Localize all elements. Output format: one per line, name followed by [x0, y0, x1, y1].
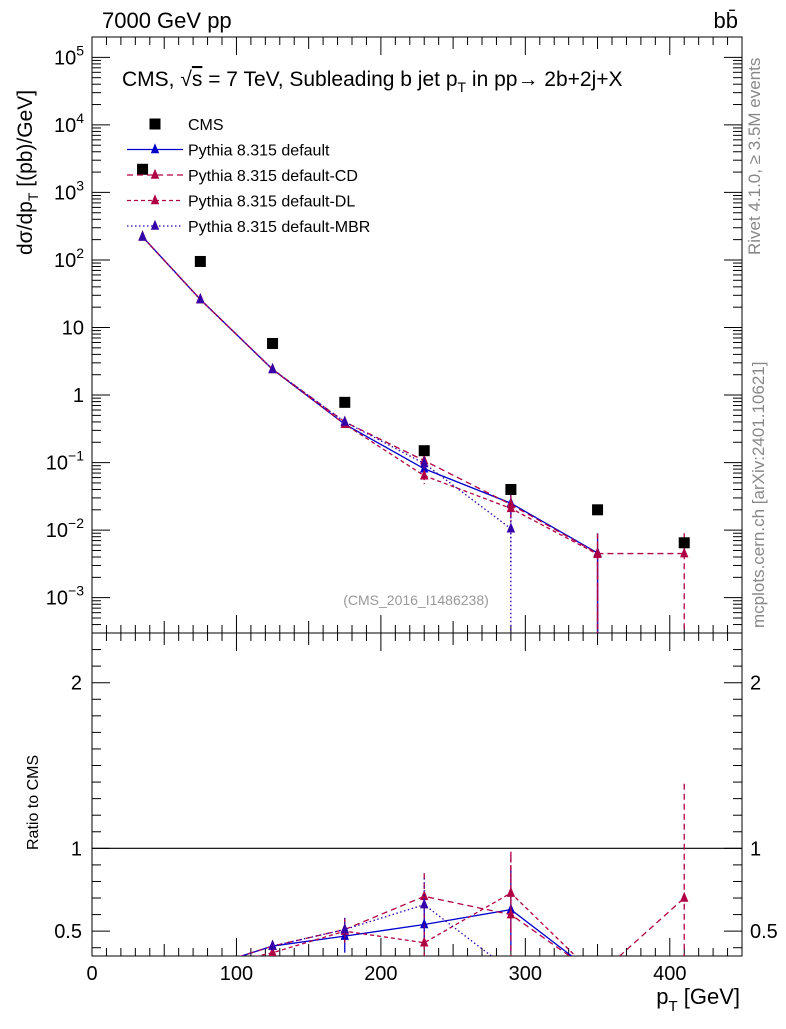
- ratio-panel-frame: [91, 632, 743, 957]
- x-tick-label: 200: [364, 963, 397, 985]
- series-marker-3: [196, 293, 205, 304]
- x-tick-label: 300: [509, 963, 542, 985]
- rivet-label: Rivet 4.1.0, ≥ 3.5M events: [745, 58, 764, 255]
- cms-data-marker: [339, 396, 351, 408]
- cms-data-marker: [137, 163, 149, 175]
- series-marker-3: [340, 415, 349, 426]
- main-y-tick-label: 10: [62, 318, 84, 340]
- ratio-y-tick-label: 2: [71, 673, 82, 695]
- main-y-tick-label: 10−1: [46, 448, 84, 475]
- x-axis-label: pT [GeV]: [656, 984, 740, 1015]
- legend: CMS Pythia 8.315 default Pythia 8.315 defa…: [127, 117, 370, 236]
- cms-data-marker: [592, 504, 604, 516]
- ratio-y-tick-label: 0.5: [54, 921, 82, 943]
- mcplots-label: mcplots.cern.ch [arXiv:2401.10621]: [749, 362, 768, 628]
- main-y-tick-label: 103: [54, 177, 84, 204]
- legend-label-cms: CMS: [188, 117, 224, 134]
- cms-data-marker: [678, 537, 690, 549]
- main-y-tick-label: 102: [54, 245, 84, 272]
- x-tick-label: 400: [653, 963, 686, 985]
- ratio-marker-1: [680, 891, 689, 902]
- main-y-tick-label: 1: [73, 385, 84, 407]
- series-marker-1: [680, 547, 689, 558]
- ratio-marker-2: [506, 886, 516, 897]
- cms-data-marker: [194, 255, 206, 267]
- ratio-line-3: [239, 903, 493, 956]
- ratio-marker-3: [268, 939, 277, 950]
- series-marker-3: [420, 457, 429, 468]
- x-tick-label: 0: [86, 963, 97, 985]
- main-plot-area: [137, 163, 690, 633]
- chart-title: CMS, √s = 7 TeV, Subleading b jet pT in …: [122, 68, 623, 95]
- main-y-tick-label: 105: [54, 42, 84, 69]
- series-marker-3: [506, 522, 516, 533]
- ratio-y-tick-label-right: 0.5: [750, 921, 778, 943]
- ratio-marker-3: [420, 898, 429, 909]
- legend-marker-2: [150, 194, 160, 205]
- main-y-tick-label: 10−2: [46, 515, 84, 542]
- legend-marker-0: [150, 143, 160, 154]
- ratio-marker-1: [506, 908, 516, 919]
- main-y-tick-label: 104: [54, 110, 84, 137]
- legend-label-2: Pythia 8.315 default-DL: [188, 194, 355, 211]
- main-y-axis-label: dσ/dpT [(pb)/GeV]: [14, 90, 41, 255]
- ratio-marker-2: [268, 946, 277, 956]
- series-line-3: [142, 236, 512, 530]
- cms-data-marker: [505, 483, 517, 495]
- series-marker-3: [268, 363, 277, 374]
- series-marker-2: [420, 469, 429, 480]
- ratio-y-tick-label: 1: [71, 838, 82, 860]
- series-line-0: [142, 236, 598, 554]
- legend-label-0: Pythia 8.315 default: [188, 143, 330, 160]
- legend-marker-cms: [149, 118, 161, 130]
- legend-label-3: Pythia 8.315 default-MBR: [188, 219, 370, 236]
- series-marker-2: [593, 547, 602, 559]
- cms-data-marker: [418, 445, 430, 457]
- ratio-line-1: [239, 895, 685, 956]
- ratio-plot-area: [239, 783, 689, 956]
- analysis-watermark: (CMS_2016_I1486238): [343, 592, 489, 608]
- legend-label-1: Pythia 8.315 default-CD: [188, 168, 358, 185]
- ratio-marker-2: [420, 936, 429, 947]
- process-label: bb̄: [714, 8, 738, 33]
- ratio-axis-ticks: 0 100 200 300 400 0.5 0.5 1 1 2 2: [54, 632, 778, 985]
- series-marker-3: [138, 230, 147, 241]
- energy-label: 7000 GeV pp: [102, 8, 232, 33]
- legend-marker-1: [150, 168, 160, 179]
- series-line-2: [142, 236, 598, 555]
- ratio-y-tick-label-right: 1: [750, 838, 761, 860]
- ratio-marker-3: [340, 923, 349, 934]
- cms-data-marker: [267, 337, 279, 349]
- main-y-tick-label: 10−3: [46, 583, 84, 610]
- ratio-y-tick-label-right: 2: [750, 673, 761, 695]
- x-tick-label: 100: [220, 963, 253, 985]
- series-marker-2: [506, 502, 516, 513]
- ratio-y-axis-label: Ratio to CMS: [25, 755, 42, 850]
- main-axis-ticks: 10−3 10−2 10−1 1 10 102 103 104 105: [46, 36, 743, 634]
- ratio-line-2: [255, 892, 577, 956]
- legend-marker-3: [150, 219, 160, 230]
